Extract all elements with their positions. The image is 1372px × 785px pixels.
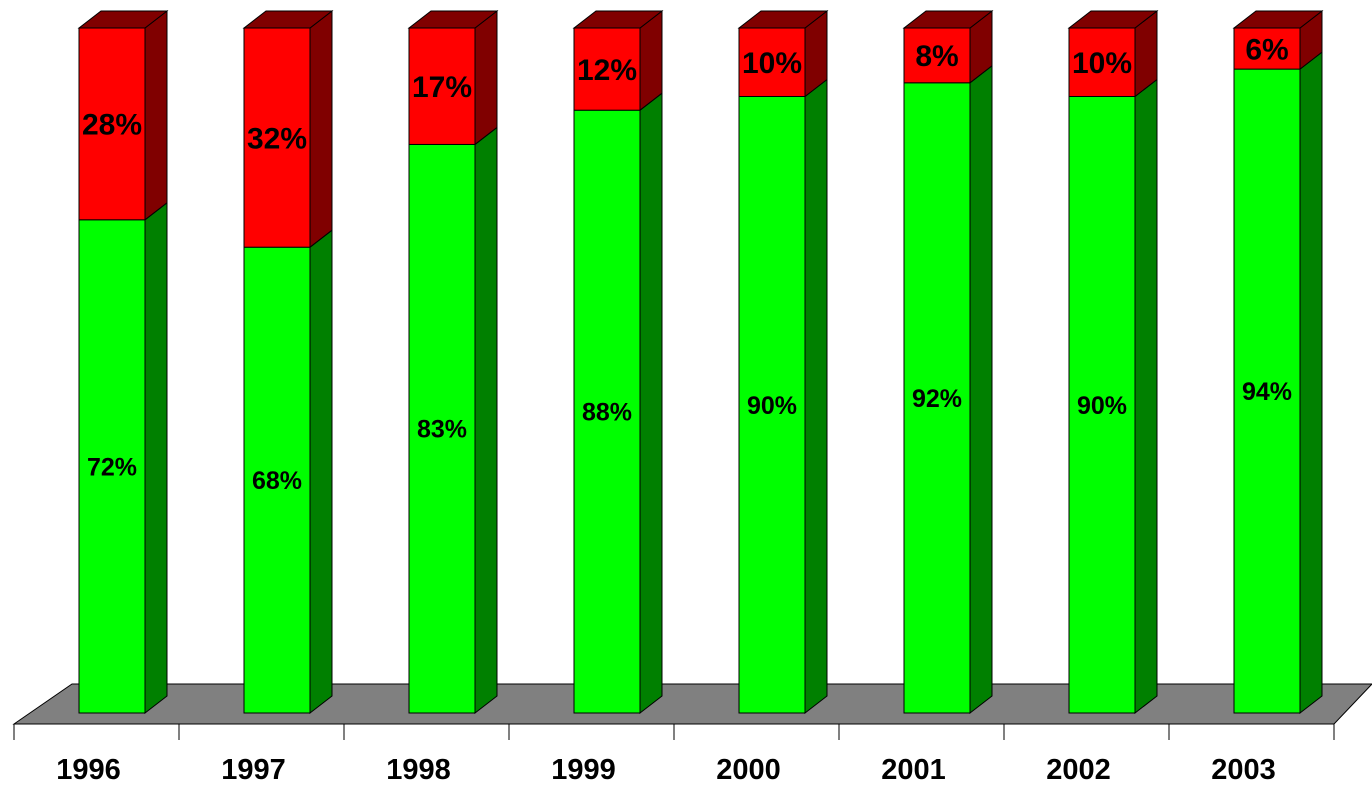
bar-front-face xyxy=(738,96,806,714)
bars xyxy=(77,9,1324,715)
bar-segment-2001-green xyxy=(903,64,993,715)
bar-segment-2000-red xyxy=(737,9,829,98)
data-label-1996-red: 28% xyxy=(82,109,142,142)
bar-segment-1999-red xyxy=(572,9,664,112)
chart-floor xyxy=(12,683,1372,725)
data-label-2003-red: 6% xyxy=(1245,33,1288,66)
data-label-1998-green: 83% xyxy=(417,416,467,444)
bar-side-face xyxy=(1134,78,1158,715)
data-label-2001-green: 92% xyxy=(912,385,962,413)
bar-segment-2003-red xyxy=(1232,9,1324,71)
bar-segment-2001-red xyxy=(902,9,994,84)
floor-plane xyxy=(12,683,1372,725)
data-label-1999-green: 88% xyxy=(582,399,632,427)
bar-front-face xyxy=(243,27,311,248)
bar-segment-2002-red xyxy=(1067,9,1159,98)
bar-segment-1998-green xyxy=(408,126,498,715)
bar-side-face xyxy=(474,9,498,146)
bar-front-face xyxy=(903,82,971,714)
bar-front-face xyxy=(903,27,971,84)
bar-front-face xyxy=(573,27,641,111)
bar-top-face xyxy=(77,10,169,29)
bar-front-face xyxy=(1068,96,1136,714)
x-tick-label-2000: 2000 xyxy=(716,754,781,785)
bar-side-face xyxy=(639,92,663,715)
bar-segment-1999-green xyxy=(573,92,663,715)
bar-side-face xyxy=(969,64,993,715)
bar-front-face xyxy=(78,27,146,221)
bar-side-face xyxy=(804,78,828,715)
bar-segment-2003-green xyxy=(1233,51,1323,715)
x-axis xyxy=(13,723,1335,740)
data-label-1998-red: 17% xyxy=(412,71,472,104)
x-tick-label-1996: 1996 xyxy=(56,754,121,785)
data-label-1997-red: 32% xyxy=(247,122,307,155)
x-tick-label-2003: 2003 xyxy=(1211,754,1276,785)
bar-segment-1996-red xyxy=(77,9,169,221)
bar-segment-2002-green xyxy=(1068,78,1158,715)
x-tick-labels: 1996 1997 1998 1999 2000 2001 2002 2003 xyxy=(56,754,1276,785)
x-tick-label-2002: 2002 xyxy=(1046,754,1111,785)
bar-side-face xyxy=(309,229,333,715)
x-tick-label-2001: 2001 xyxy=(881,754,946,785)
bar-segment-1997-red xyxy=(242,9,334,249)
bar-top-face xyxy=(1232,10,1324,29)
bar-side-face xyxy=(144,201,168,715)
bar-top-face xyxy=(1067,10,1159,29)
data-label-2002-green: 90% xyxy=(1077,392,1127,420)
bar-top-face xyxy=(737,10,829,29)
bar-top-face xyxy=(242,10,334,29)
bar-top-face xyxy=(572,10,664,29)
data-label-2000-green: 90% xyxy=(747,392,797,420)
bar-side-face xyxy=(144,9,168,221)
data-label-1996-green: 72% xyxy=(87,453,137,481)
bar-top-face xyxy=(902,10,994,29)
x-tick-label-1997: 1997 xyxy=(221,754,286,785)
x-tick-label-1998: 1998 xyxy=(386,754,451,785)
bar-side-face xyxy=(474,126,498,715)
bar-front-face xyxy=(1233,27,1301,70)
bar-segment-1998-red xyxy=(407,9,499,146)
bar-front-face xyxy=(573,109,641,714)
x-tick-label-1999: 1999 xyxy=(551,754,616,785)
data-label-2002-red: 10% xyxy=(1072,47,1132,80)
data-label-2001-red: 8% xyxy=(915,40,958,73)
data-label-1999-red: 12% xyxy=(577,54,637,87)
bar-front-face xyxy=(1068,27,1136,97)
data-labels: 72% 28% 68% 32% 83% 17% 88% 12% 90% 10% 92% 8% 90% 10… xyxy=(82,33,1292,495)
data-label-2000-red: 10% xyxy=(742,47,802,80)
bar-front-face xyxy=(408,27,476,145)
bar-top-face xyxy=(407,10,499,29)
data-label-1997-green: 68% xyxy=(252,467,302,495)
bar-front-face xyxy=(1233,68,1301,714)
bar-segment-2000-green xyxy=(738,78,828,715)
bar-side-face xyxy=(1299,51,1323,715)
bar-side-face xyxy=(309,9,333,249)
data-label-2003-green: 94% xyxy=(1242,378,1292,406)
bar-segment-1997-green xyxy=(243,229,333,715)
